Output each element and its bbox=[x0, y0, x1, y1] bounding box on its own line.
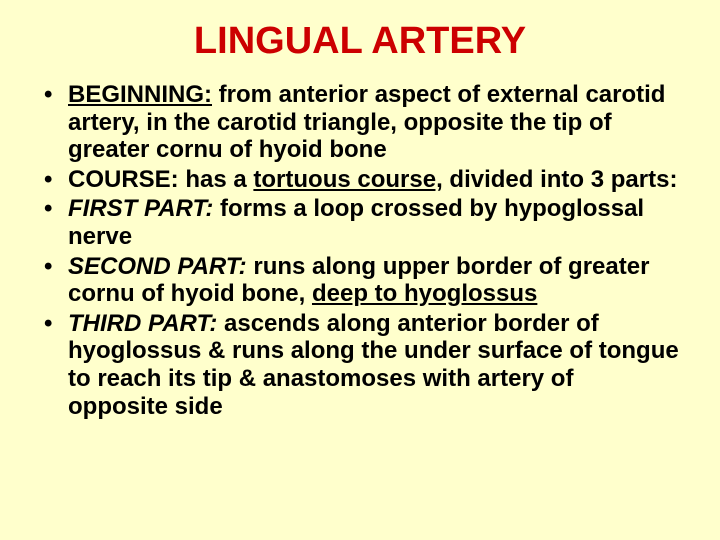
list-item: SECOND PART: runs along upper border of … bbox=[68, 253, 680, 308]
slide-title: LINGUAL ARTERY bbox=[40, 20, 680, 63]
bullet-list: BEGINNING: from anterior aspect of exter… bbox=[40, 81, 680, 420]
list-item: BEGINNING: from anterior aspect of exter… bbox=[68, 81, 680, 164]
bullet-text: divided into 3 parts: bbox=[443, 166, 678, 193]
bullet-lead: BEGINNING: bbox=[68, 81, 212, 108]
bullet-lead: THIRD PART: bbox=[68, 310, 217, 337]
list-item: COURSE: has a tortuous course, divided i… bbox=[68, 166, 680, 194]
bullet-emph: tortuous course, bbox=[253, 166, 442, 193]
bullet-text: has a bbox=[179, 166, 254, 193]
list-item: THIRD PART: ascends along anterior borde… bbox=[68, 310, 680, 420]
list-item: FIRST PART: forms a loop crossed by hypo… bbox=[68, 195, 680, 250]
bullet-lead: SECOND PART: bbox=[68, 253, 247, 280]
bullet-lead: FIRST PART: bbox=[68, 195, 213, 222]
bullet-emph: deep to hyoglossus bbox=[312, 280, 537, 307]
bullet-lead: COURSE: bbox=[68, 166, 179, 193]
slide: LINGUAL ARTERY BEGINNING: from anterior … bbox=[0, 0, 720, 540]
